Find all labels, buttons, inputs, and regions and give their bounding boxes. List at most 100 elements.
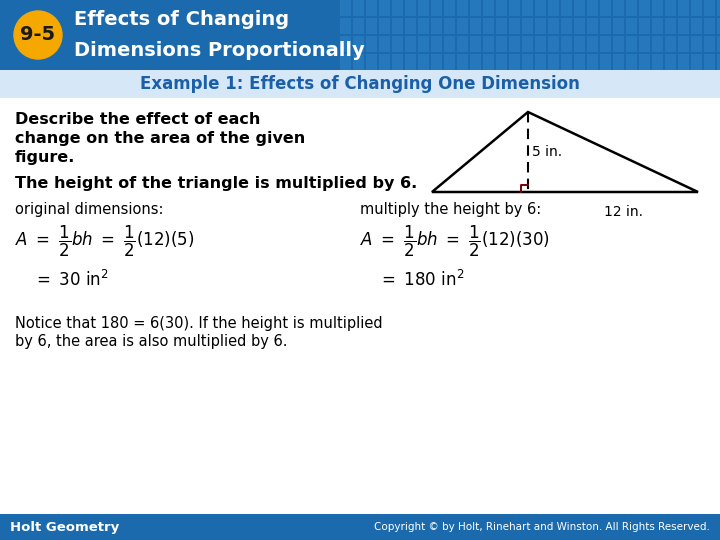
Bar [366, 18, 377, 34]
Bar [626, 18, 637, 34]
Bar [509, 18, 520, 34]
Bar [600, 36, 611, 52]
Bar [379, 36, 390, 52]
Bar [340, 54, 351, 70]
Bar [522, 18, 533, 34]
Bar [665, 0, 676, 16]
Bar [457, 0, 468, 16]
Bar [574, 18, 585, 34]
Bar [626, 0, 637, 16]
Bar [366, 36, 377, 52]
Bar [704, 54, 715, 70]
Bar [366, 0, 377, 16]
Bar [0, 70, 720, 98]
Bar [561, 0, 572, 16]
Bar [561, 54, 572, 70]
Bar [353, 54, 364, 70]
Bar [587, 54, 598, 70]
Bar [0, 0, 720, 70]
Bar [483, 0, 494, 16]
Bar [340, 18, 351, 34]
Bar [535, 36, 546, 52]
Bar [405, 36, 416, 52]
Bar [405, 54, 416, 70]
Bar [626, 54, 637, 70]
Text: change on the area of the given: change on the area of the given [15, 131, 305, 146]
Bar [548, 18, 559, 34]
Bar [418, 0, 429, 16]
Circle shape [14, 11, 62, 59]
Bar [457, 18, 468, 34]
Bar [613, 0, 624, 16]
Bar [587, 36, 598, 52]
Bar [652, 18, 663, 34]
Bar [535, 54, 546, 70]
Bar [392, 18, 403, 34]
Bar [665, 18, 676, 34]
Text: Effects of Changing: Effects of Changing [74, 10, 289, 29]
Bar [574, 36, 585, 52]
Bar [678, 18, 689, 34]
Bar [704, 18, 715, 34]
Bar [639, 36, 650, 52]
Text: Dimensions Proportionally: Dimensions Proportionally [74, 41, 365, 60]
Bar [431, 0, 442, 16]
Bar [652, 36, 663, 52]
Bar [626, 36, 637, 52]
Bar [639, 54, 650, 70]
Text: Copyright © by Holt, Rinehart and Winston. All Rights Reserved.: Copyright © by Holt, Rinehart and Winsto… [374, 522, 710, 532]
Text: $A\ =\ \dfrac{1}{2}bh\ =\ \dfrac{1}{2}(12)(5)$: $A\ =\ \dfrac{1}{2}bh\ =\ \dfrac{1}{2}(1… [15, 224, 194, 259]
Bar [691, 0, 702, 16]
Bar [392, 36, 403, 52]
Bar [522, 0, 533, 16]
Bar [418, 18, 429, 34]
Bar [652, 54, 663, 70]
Bar [691, 54, 702, 70]
Text: Describe the effect of each: Describe the effect of each [15, 112, 261, 127]
Bar [691, 18, 702, 34]
Bar [678, 0, 689, 16]
Bar [613, 36, 624, 52]
Bar [600, 54, 611, 70]
Bar [470, 18, 481, 34]
Bar [639, 18, 650, 34]
Bar [470, 54, 481, 70]
Bar [717, 36, 720, 52]
Text: Notice that 180 = 6(30). If the height is multiplied: Notice that 180 = 6(30). If the height i… [15, 316, 382, 331]
Bar [509, 0, 520, 16]
Text: 9-5: 9-5 [20, 25, 55, 44]
Bar [535, 18, 546, 34]
Bar [379, 54, 390, 70]
Bar [405, 0, 416, 16]
Text: by 6, the area is also multiplied by 6.: by 6, the area is also multiplied by 6. [15, 334, 287, 349]
Text: figure.: figure. [15, 150, 76, 165]
Bar [431, 36, 442, 52]
Bar [483, 18, 494, 34]
Bar [340, 36, 351, 52]
Text: multiply the height by 6:: multiply the height by 6: [360, 202, 541, 217]
Bar [444, 18, 455, 34]
Bar [470, 0, 481, 16]
Text: original dimensions:: original dimensions: [15, 202, 163, 217]
Bar [561, 18, 572, 34]
Text: $A\ =\ \dfrac{1}{2}bh\ =\ \dfrac{1}{2}(12)(30)$: $A\ =\ \dfrac{1}{2}bh\ =\ \dfrac{1}{2}(1… [360, 224, 550, 259]
Bar [548, 54, 559, 70]
Bar [353, 36, 364, 52]
Bar [392, 54, 403, 70]
Bar [353, 18, 364, 34]
Bar [509, 36, 520, 52]
Bar [639, 0, 650, 16]
Bar [600, 0, 611, 16]
Text: Holt Geometry: Holt Geometry [10, 521, 120, 534]
Bar [522, 54, 533, 70]
Bar [678, 36, 689, 52]
Bar [366, 54, 377, 70]
Bar [522, 36, 533, 52]
Bar [496, 0, 507, 16]
Bar [574, 0, 585, 16]
Text: $=\ 30\ \mathrm{in}^{2}$: $=\ 30\ \mathrm{in}^{2}$ [33, 270, 109, 290]
Bar [535, 0, 546, 16]
Bar [470, 36, 481, 52]
Bar [691, 36, 702, 52]
Bar [405, 18, 416, 34]
